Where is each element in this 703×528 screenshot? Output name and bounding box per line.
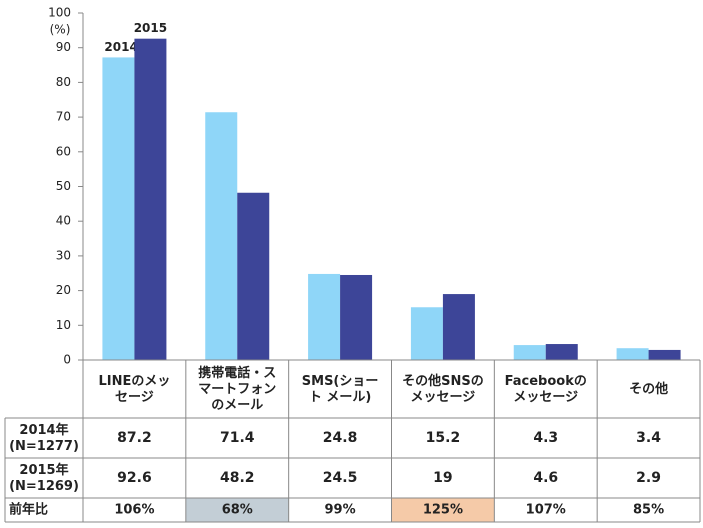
table-value: 15.2 — [426, 430, 461, 446]
highlight-cell — [391, 498, 495, 522]
x-tick-label-line: その他 — [629, 381, 668, 397]
y-tick-label: 10 — [56, 318, 71, 332]
y-unit: (%) — [50, 23, 71, 37]
series-label: 2015 — [134, 21, 167, 35]
bar — [340, 274, 373, 360]
bar — [616, 348, 649, 360]
x-tick-label-line: Facebookの — [505, 374, 587, 389]
bar — [410, 307, 443, 360]
ratio-value: 99% — [325, 503, 356, 518]
bar — [545, 344, 578, 360]
x-tick-label-line: ト メール) — [309, 390, 371, 405]
table-value: 19 — [433, 470, 452, 486]
x-tick-label: その他SNSのメッセージ — [402, 373, 484, 405]
ratio-value: 85% — [633, 503, 664, 518]
x-tick-label-line: のメール — [211, 398, 263, 413]
ratio-value: 107% — [526, 503, 566, 518]
x-tick-label: Facebookのメッセージ — [505, 374, 587, 405]
table-value: 24.5 — [323, 470, 358, 486]
row-label-line: 2014年 — [19, 422, 68, 438]
y-tick-label: 70 — [56, 110, 71, 124]
row-label: 2015年(N=1269) — [9, 462, 79, 494]
ratio-value: 125% — [423, 503, 463, 518]
x-tick-label-line: SMS(ショー — [302, 374, 379, 389]
x-tick-label: 携帯電話・スマートフォンのメール — [198, 365, 276, 413]
x-tick-label-line: メッセージ — [411, 390, 476, 405]
y-tick-label: 40 — [56, 214, 71, 228]
bar — [237, 192, 270, 360]
row-label: 2014年(N=1277) — [9, 422, 79, 454]
series-label: 2014 — [104, 40, 137, 54]
ratio-value: 68% — [222, 503, 253, 518]
x-tick-label-line: メッセージ — [513, 390, 578, 405]
table-value: 92.6 — [117, 470, 152, 486]
x-tick-label: LINEのメッセージ — [98, 374, 170, 405]
bar — [648, 349, 681, 360]
table-value: 2.9 — [636, 470, 661, 486]
x-tick-label: SMS(ショート メール) — [302, 374, 379, 405]
table-value: 3.4 — [636, 430, 661, 446]
row-label: 前年比 — [9, 502, 48, 518]
y-tick-label: 80 — [56, 75, 71, 89]
bar — [308, 273, 341, 360]
y-tick-label: 90 — [56, 40, 71, 54]
ratio-value: 106% — [114, 503, 154, 518]
bar — [102, 57, 135, 360]
table-value: 4.3 — [533, 430, 558, 446]
bar — [442, 294, 475, 360]
row-label-line: (N=1277) — [9, 439, 79, 454]
y-tick-label: 20 — [56, 283, 71, 297]
y-tick-label: 50 — [56, 179, 71, 193]
highlight-cell — [185, 498, 289, 522]
y-tick-label: 0 — [63, 353, 71, 367]
x-tick-label-line: LINEのメッ — [98, 374, 170, 389]
x-tick-label-line: その他SNSの — [402, 373, 484, 389]
bar — [134, 38, 167, 360]
row-label-line: (N=1269) — [9, 479, 79, 494]
bar — [205, 112, 238, 360]
table-value: 71.4 — [220, 430, 255, 446]
table-value: 4.6 — [533, 470, 558, 486]
y-tick-label: 100 — [48, 6, 71, 20]
table-value: 48.2 — [220, 470, 255, 486]
y-tick-label: 60 — [56, 144, 71, 158]
table-value: 24.8 — [323, 430, 358, 446]
row-label-line: 2015年 — [19, 462, 68, 478]
x-tick-label-line: 携帯電話・ス — [198, 365, 276, 381]
table-value: 87.2 — [117, 430, 152, 446]
y-tick-label: 30 — [56, 248, 71, 262]
x-tick-label: その他 — [629, 381, 668, 397]
x-tick-label-line: マートフォン — [198, 382, 276, 397]
bar — [513, 345, 546, 360]
x-tick-label-line: セージ — [115, 390, 154, 405]
